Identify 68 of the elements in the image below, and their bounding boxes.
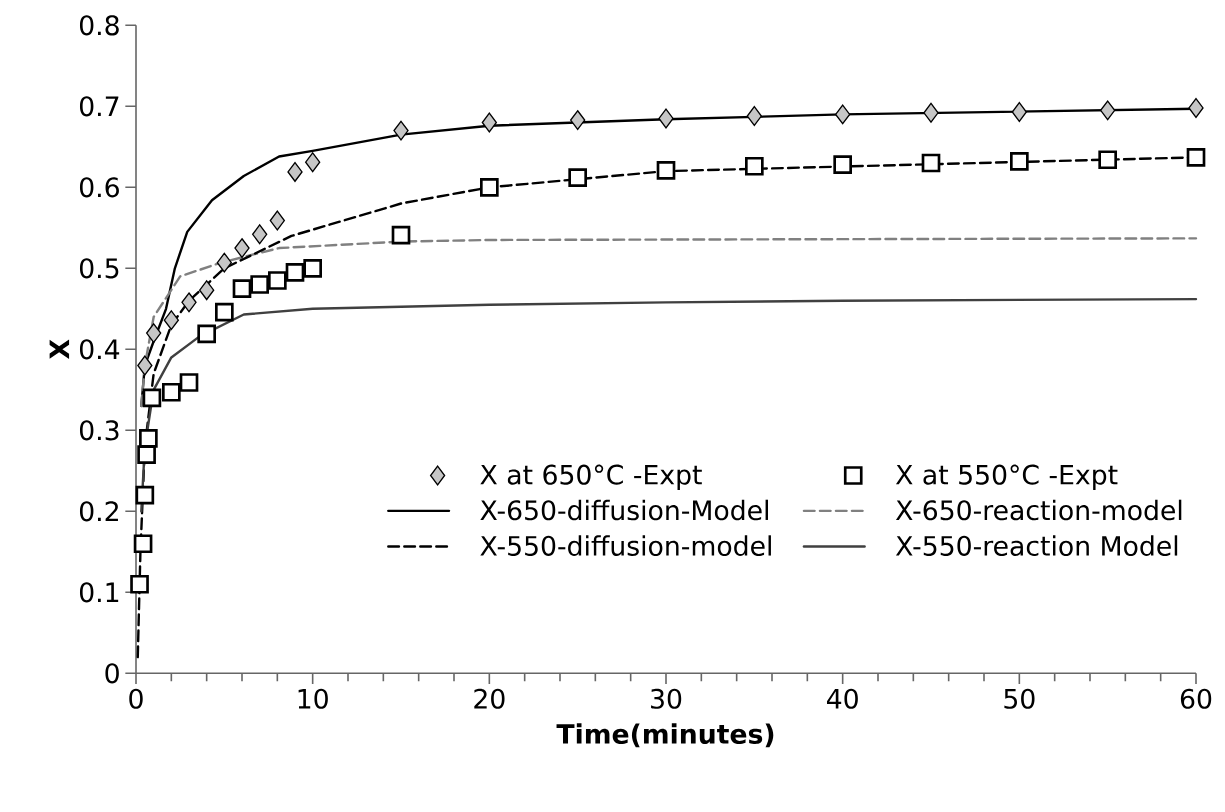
y-tick-label: 0.4 [79,339,120,360]
y-tick-label: 0.1 [79,582,119,603]
point [285,263,305,282]
legend-label: X-550-diffusion-model [480,535,771,556]
x-tick-label: 20 [474,688,505,709]
point [479,177,499,197]
point [745,156,764,176]
point [1011,101,1028,122]
y-tick-label: 0.6 [79,177,119,198]
y-tick-label: 0.5 [79,258,119,279]
point [921,153,941,173]
point [199,280,215,301]
point [393,120,409,141]
legend-label: X at 550°C -Expt [895,464,1118,490]
y-tick-label: 0 [105,663,119,684]
point [1098,150,1118,170]
point [197,324,217,344]
y-axis-title: X [49,339,70,360]
point [1100,100,1116,121]
point [162,382,181,402]
y-tick-label: 0.3 [79,420,119,441]
point [305,152,321,173]
point [139,429,158,448]
point [234,238,250,259]
point [135,485,155,505]
x-tick-label: 10 [298,688,328,709]
point [130,574,149,594]
point [833,155,853,174]
legend-label: X-550-reaction Model [895,535,1178,556]
x-tick-label: 60 [1180,688,1212,709]
x-tick-label: 30 [651,688,682,709]
legend-label: X-650-diffusion-Model [480,499,768,521]
x-tick-label: 0 [129,688,143,709]
x-axis-title: Time(minutes) [556,723,774,748]
legend-label: X at 650°C -Expt [480,464,702,490]
point [1188,97,1204,118]
point [1186,148,1206,167]
point [133,534,153,554]
y-tick-label: 0.2 [79,501,118,522]
point [232,279,252,298]
point [269,210,286,231]
point [656,160,676,180]
legend-label: X-650-reaction-model [895,499,1182,521]
x-tick-label: 40 [827,688,858,709]
point [835,104,851,125]
point [142,388,162,408]
point [391,225,411,245]
point [658,108,674,129]
point [1009,152,1029,171]
point [287,161,303,182]
point [746,106,763,127]
point [137,355,153,376]
point [568,168,588,187]
x-tick-label: 50 [1004,688,1035,709]
y-tick-label: 0.8 [79,15,119,36]
point [252,224,268,245]
point [215,302,234,322]
point [303,258,323,278]
point [181,292,197,313]
point [570,110,586,131]
point [481,112,498,133]
point [146,323,162,344]
point [163,310,180,331]
point [216,252,233,273]
y-tick-label: 0.7 [79,96,119,117]
point [137,445,156,464]
point [179,373,199,392]
point [923,102,939,123]
